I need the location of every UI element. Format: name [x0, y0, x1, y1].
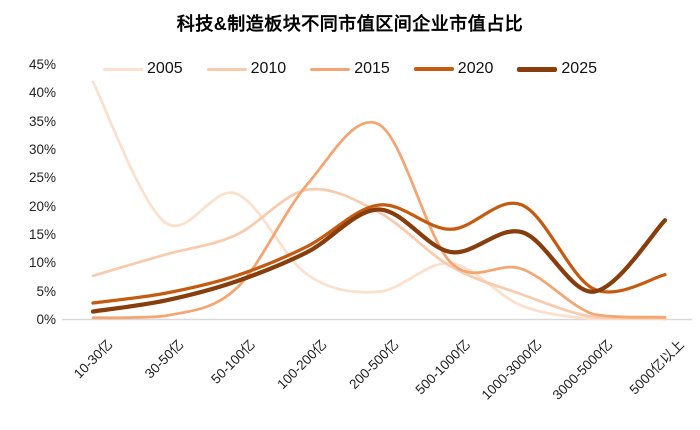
y-tick-label-0: 0%	[36, 312, 56, 327]
legend: 2005 2010 2015 2020 2025	[0, 60, 700, 78]
legend-line-swatch-2015	[310, 67, 351, 71]
y-tick-label-20: 20%	[28, 198, 56, 214]
legend-label-2015: 2015	[354, 60, 390, 77]
chart-title: 科技&制造板块不同市值区间企业市值占比	[176, 14, 524, 34]
series-line-2005	[91, 80, 667, 321]
legend-label-2010: 2010	[250, 60, 287, 77]
legend-item-2025: 2025	[517, 60, 597, 78]
legend-line-swatch-2010	[206, 67, 247, 71]
y-tick-label-25: 25%	[28, 170, 56, 186]
y-tick-label-40: 40%	[28, 85, 56, 101]
legend-line-swatch-2025	[517, 66, 558, 72]
legend-line-swatch-2005	[103, 67, 144, 71]
legend-label-2005: 2005	[147, 60, 183, 77]
legend-label-2020: 2020	[457, 60, 494, 77]
legend-item-2020: 2020	[413, 60, 494, 78]
series-line-2020	[91, 201, 667, 305]
series-line-2010	[91, 187, 667, 320]
legend-item-2005: 2005	[103, 60, 183, 78]
legend-line-swatch-2020	[413, 67, 454, 71]
y-tick-label-15: 15%	[28, 227, 56, 242]
legend-item-2015: 2015	[310, 60, 390, 78]
legend-label-2025: 2025	[561, 60, 597, 77]
y-tick-label-5: 5%	[36, 283, 56, 299]
series-line-2015	[91, 120, 667, 320]
y-tick-label-45: 45%	[28, 57, 56, 72]
y-tick-label-30: 30%	[28, 142, 56, 157]
y-tick-label-35: 35%	[28, 113, 56, 129]
y-tick-label-10: 10%	[28, 255, 56, 271]
legend-item-2010: 2010	[206, 60, 287, 78]
series-line-2025	[90, 207, 668, 314]
